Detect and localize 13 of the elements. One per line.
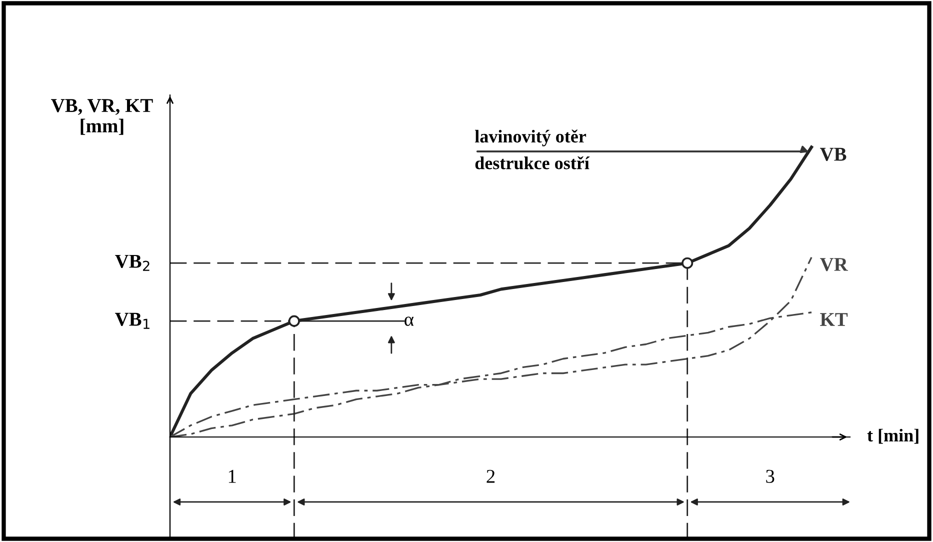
- annotation: destrukce ostří: [475, 156, 590, 170]
- series-label: VB: [820, 148, 846, 161]
- ref-line-label: VB$_{2}$: [115, 254, 150, 271]
- annotation: α: [404, 316, 414, 326]
- text: 3: [766, 470, 774, 483]
- series-label: VR: [820, 258, 848, 272]
- text: 1: [228, 470, 236, 483]
- y-axis-title: VB, VR, KT [mm]: [51, 99, 153, 135]
- text: 2: [486, 470, 495, 483]
- x-axis-title: t [min]: [867, 428, 918, 444]
- series-label: KT: [820, 313, 848, 326]
- text: lavinovitý otěr: [474, 130, 586, 146]
- ref-line-label: VB$_{1}$: [115, 312, 150, 329]
